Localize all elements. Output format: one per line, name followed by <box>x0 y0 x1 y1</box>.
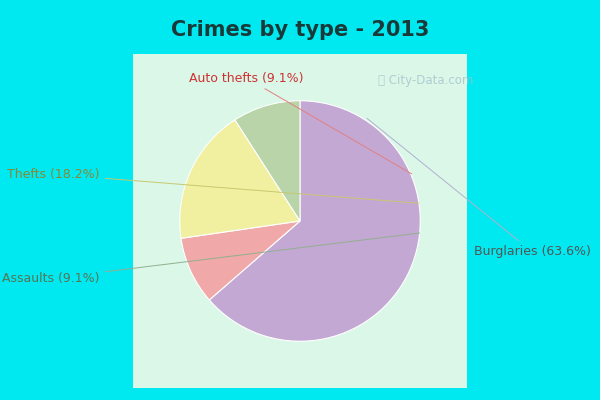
Text: Auto thefts (9.1%): Auto thefts (9.1%) <box>190 72 412 174</box>
Text: Burglaries (63.6%): Burglaries (63.6%) <box>367 118 590 258</box>
Text: Crimes by type - 2013: Crimes by type - 2013 <box>171 20 429 40</box>
Text: ⓘ City-Data.com: ⓘ City-Data.com <box>379 74 473 87</box>
Wedge shape <box>209 101 420 341</box>
Wedge shape <box>235 101 300 221</box>
Text: Assaults (9.1%): Assaults (9.1%) <box>2 233 419 285</box>
Wedge shape <box>180 120 300 238</box>
Wedge shape <box>181 221 300 300</box>
Text: Thefts (18.2%): Thefts (18.2%) <box>7 168 419 203</box>
